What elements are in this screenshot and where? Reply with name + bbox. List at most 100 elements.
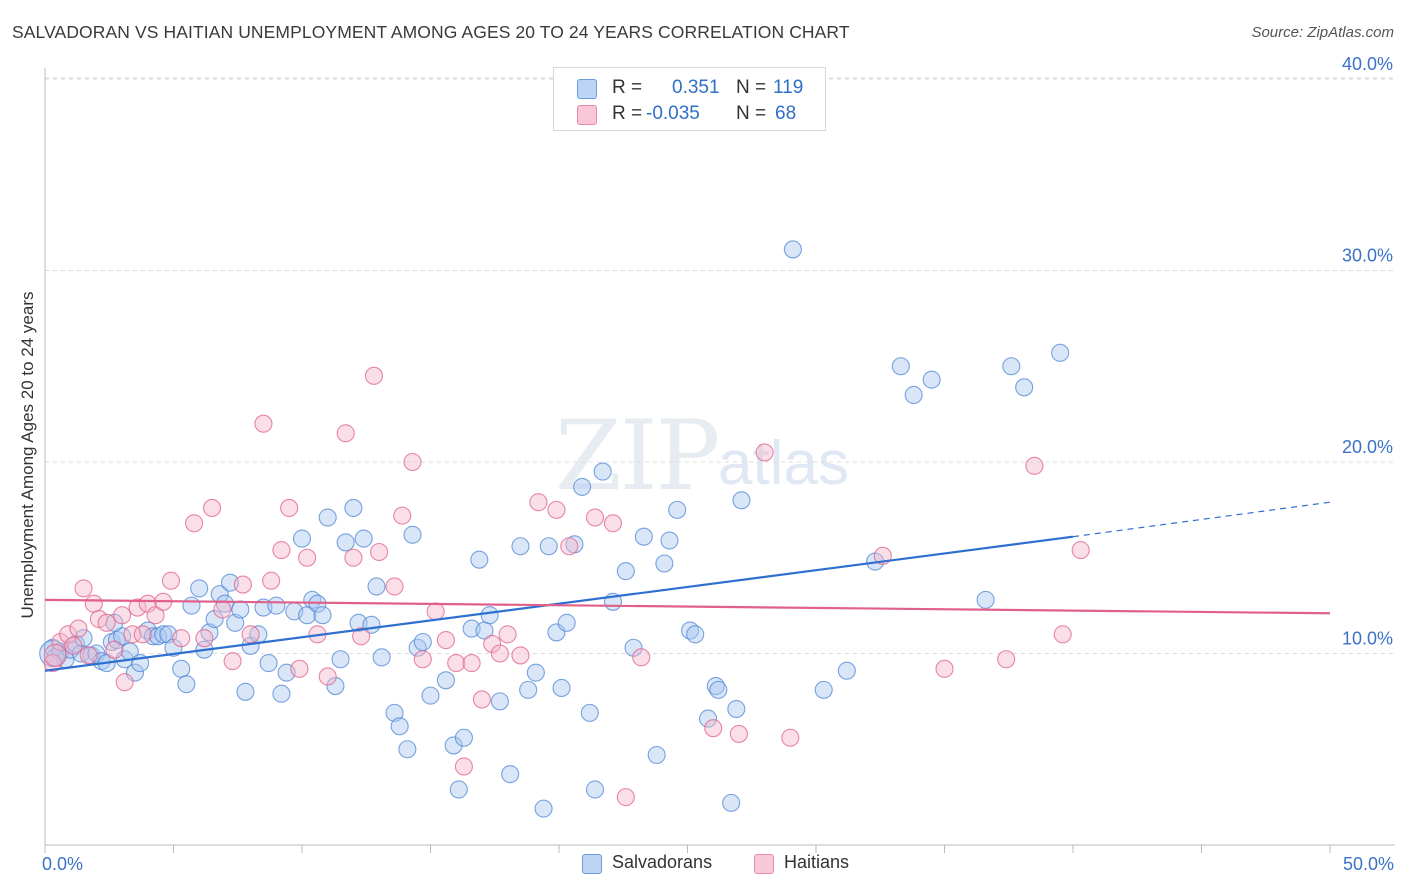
- haitian-point: [262, 571, 281, 590]
- haitian-point: [133, 625, 152, 644]
- salvadoran-point: [526, 663, 545, 682]
- haitian-point: [161, 571, 180, 590]
- haitian-point: [113, 606, 132, 625]
- salvadoran-point: [783, 240, 802, 259]
- haitian-point: [74, 579, 93, 598]
- legend-n-label: N =: [736, 103, 767, 124]
- haitian-point: [632, 648, 651, 667]
- salvadoran-point: [557, 613, 576, 632]
- watermark-atlas: atlas: [718, 429, 849, 498]
- haitian-point: [318, 667, 337, 686]
- haitians-points: [43, 366, 1090, 807]
- chart-title: SALVADORAN VS HAITIAN UNEMPLOYMENT AMONG…: [12, 22, 850, 42]
- salvadoran-point: [272, 684, 291, 703]
- haitian-point: [223, 652, 242, 671]
- haitian-point: [64, 636, 83, 655]
- source-label: Source: ZipAtlas.com: [1251, 24, 1394, 41]
- salvadoran-point: [164, 638, 183, 657]
- salvadoran-point: [154, 625, 173, 644]
- haitian-point: [123, 625, 142, 644]
- series-label-haitians: Haitians: [784, 852, 850, 872]
- salvadoran-point: [292, 529, 312, 548]
- salvadoran-point: [904, 385, 923, 405]
- haitian-point: [704, 719, 723, 738]
- haitian-point: [511, 646, 530, 665]
- haitian-point: [1071, 541, 1090, 560]
- legend-n-value: 68: [775, 103, 797, 124]
- grid-lines: [45, 77, 1395, 654]
- salvadoran-point: [105, 613, 124, 632]
- haitian-point: [935, 659, 954, 678]
- legend-swatch-haitians: [577, 105, 597, 125]
- salvadoran-point: [444, 736, 463, 755]
- legend-r-value: -0.035: [646, 103, 700, 124]
- haitian-point: [84, 594, 103, 613]
- haitians-trend-line: [44, 598, 1331, 615]
- series-swatch-salvadorans: [582, 854, 602, 874]
- y-tick-label: 30.0%: [1342, 246, 1393, 266]
- salvadoran-point: [727, 699, 746, 719]
- haitian-point: [172, 629, 191, 648]
- salvadoran-point: [480, 606, 499, 625]
- salvadoran-point: [837, 661, 856, 680]
- salvadoran-point: [267, 596, 286, 615]
- salvadoran-point: [814, 680, 833, 699]
- legend-swatch-salvadorans: [577, 79, 597, 99]
- series-label-salvadorans: Salvadorans: [612, 852, 713, 872]
- salvadoran-point: [519, 680, 538, 699]
- salvadoran-point: [259, 654, 278, 673]
- salvadoran-point: [231, 600, 250, 619]
- haitian-point: [364, 366, 384, 385]
- haitian-point: [490, 644, 509, 663]
- haitian-point: [413, 650, 432, 669]
- haitian-point: [997, 650, 1016, 669]
- salvadoran-point: [709, 680, 728, 699]
- salvadoran-point: [205, 609, 224, 629]
- y-tick-label: 40.0%: [1342, 54, 1393, 74]
- haitian-point: [426, 602, 445, 621]
- legend-row-salvadorans: R = 0.351 N = 119: [554, 75, 825, 101]
- salvadoran-point: [634, 527, 653, 546]
- legend-row-haitians: R = -0.035 N = 68: [554, 101, 825, 127]
- salvadoran-point: [922, 370, 941, 389]
- haitian-point: [393, 506, 412, 525]
- salvadoran-point: [732, 491, 751, 510]
- salvadoran-point: [573, 477, 592, 496]
- salvadoran-point: [490, 692, 509, 711]
- haitian-point: [547, 500, 566, 519]
- salvadoran-point: [336, 533, 355, 552]
- haitian-point: [105, 640, 124, 659]
- x-tick-label: 50.0%: [1343, 854, 1394, 874]
- salvadoran-point: [408, 638, 427, 657]
- legend-n-label: N =: [736, 77, 767, 98]
- haitian-point: [403, 452, 422, 472]
- salvadoran-point: [354, 529, 373, 548]
- correlation-legend: R = 0.351 N = 119 R = -0.035 N = 68: [553, 67, 826, 131]
- salvadoran-point: [686, 625, 705, 644]
- salvadoran-point: [501, 765, 520, 784]
- haitian-point: [146, 606, 165, 625]
- haitian-point: [280, 498, 299, 518]
- haitian-point: [290, 659, 309, 678]
- salvadoran-point: [647, 745, 666, 765]
- salvadoran-point: [367, 577, 386, 596]
- salvadoran-point: [74, 629, 93, 648]
- haitian-point: [436, 631, 455, 650]
- salvadoran-point: [539, 537, 558, 556]
- haitian-point: [483, 634, 502, 653]
- haitian-point: [462, 654, 481, 673]
- legend-n-value: 119: [773, 77, 804, 98]
- salvadoran-point: [372, 648, 391, 667]
- haitian-point: [43, 654, 62, 673]
- haitian-point: [344, 548, 363, 567]
- salvadoran-point: [226, 613, 245, 632]
- salvadoran-point: [1002, 357, 1021, 376]
- watermark-zip: ZIP: [555, 400, 720, 512]
- salvadoran-point: [318, 508, 337, 527]
- haitian-point: [336, 424, 355, 443]
- salvadoran-point: [385, 703, 404, 722]
- haitian-point: [529, 493, 548, 512]
- haitian-point: [298, 548, 317, 567]
- salvadoran-point: [421, 686, 440, 705]
- y-tick-label: 10.0%: [1342, 629, 1393, 649]
